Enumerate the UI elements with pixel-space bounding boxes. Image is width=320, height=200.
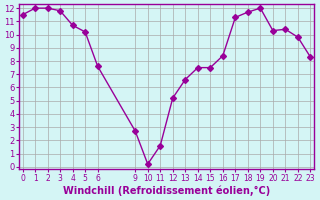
X-axis label: Windchill (Refroidissement éolien,°C): Windchill (Refroidissement éolien,°C) [63, 185, 270, 196]
